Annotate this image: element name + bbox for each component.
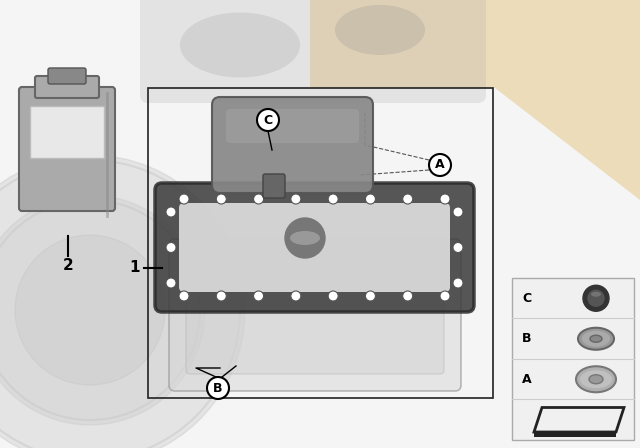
Circle shape xyxy=(179,291,189,301)
FancyBboxPatch shape xyxy=(263,174,285,198)
Text: B: B xyxy=(522,332,531,345)
FancyBboxPatch shape xyxy=(226,109,359,143)
Polygon shape xyxy=(534,432,616,437)
Bar xyxy=(148,88,493,398)
Circle shape xyxy=(253,291,264,301)
Ellipse shape xyxy=(290,231,320,245)
Text: A: A xyxy=(435,159,445,172)
Circle shape xyxy=(453,242,463,253)
Circle shape xyxy=(216,194,227,204)
Bar xyxy=(512,278,634,440)
Ellipse shape xyxy=(578,328,614,350)
FancyBboxPatch shape xyxy=(155,183,474,312)
Circle shape xyxy=(328,194,338,204)
Ellipse shape xyxy=(580,370,612,388)
Circle shape xyxy=(15,235,165,385)
Circle shape xyxy=(365,194,376,204)
Circle shape xyxy=(403,291,413,301)
Circle shape xyxy=(440,291,450,301)
FancyBboxPatch shape xyxy=(212,97,373,193)
Circle shape xyxy=(291,291,301,301)
Circle shape xyxy=(291,194,301,204)
FancyBboxPatch shape xyxy=(48,68,86,84)
Circle shape xyxy=(216,291,227,301)
Text: C: C xyxy=(264,113,273,126)
FancyBboxPatch shape xyxy=(140,0,486,103)
Circle shape xyxy=(328,291,338,301)
Text: B: B xyxy=(213,382,223,395)
Ellipse shape xyxy=(576,366,616,392)
Circle shape xyxy=(0,155,245,448)
FancyBboxPatch shape xyxy=(179,203,450,292)
Circle shape xyxy=(453,207,463,217)
Text: A: A xyxy=(522,373,532,386)
Ellipse shape xyxy=(180,13,300,78)
Text: 1: 1 xyxy=(129,260,140,276)
FancyBboxPatch shape xyxy=(186,256,444,374)
Circle shape xyxy=(588,290,604,306)
FancyBboxPatch shape xyxy=(169,239,461,391)
Circle shape xyxy=(440,194,450,204)
Circle shape xyxy=(207,377,229,399)
Text: 2: 2 xyxy=(63,258,74,273)
Ellipse shape xyxy=(335,5,425,55)
Circle shape xyxy=(166,242,176,253)
Circle shape xyxy=(257,109,279,131)
Circle shape xyxy=(179,194,189,204)
Circle shape xyxy=(166,278,176,288)
Ellipse shape xyxy=(590,335,602,342)
Ellipse shape xyxy=(589,375,603,384)
Circle shape xyxy=(403,194,413,204)
Circle shape xyxy=(285,218,325,258)
Bar xyxy=(30,106,104,158)
Circle shape xyxy=(453,278,463,288)
Circle shape xyxy=(429,154,451,176)
Text: C: C xyxy=(522,292,531,305)
Circle shape xyxy=(166,207,176,217)
FancyBboxPatch shape xyxy=(35,76,99,98)
Circle shape xyxy=(0,195,205,425)
Circle shape xyxy=(253,194,264,204)
Polygon shape xyxy=(310,0,640,200)
Circle shape xyxy=(365,291,376,301)
Ellipse shape xyxy=(591,292,601,297)
Ellipse shape xyxy=(582,331,610,347)
FancyBboxPatch shape xyxy=(19,87,115,211)
Circle shape xyxy=(583,285,609,311)
